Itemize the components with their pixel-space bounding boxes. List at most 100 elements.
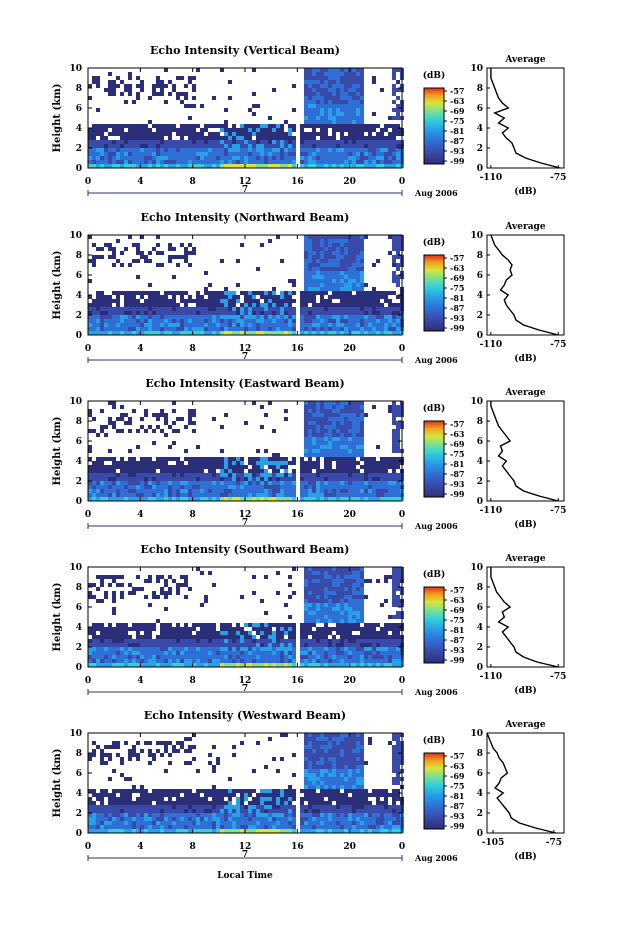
avg-y-tick-label: 4 bbox=[477, 457, 483, 467]
heatmap-cell bbox=[376, 140, 380, 144]
heatmap-cell bbox=[280, 497, 284, 501]
heatmap-cell bbox=[376, 639, 380, 643]
heatmap-cell bbox=[260, 663, 264, 667]
heatmap-cell bbox=[268, 128, 272, 132]
heatmap-cell bbox=[304, 243, 308, 247]
heatmap-cell bbox=[320, 283, 324, 287]
heatmap-cell bbox=[352, 489, 356, 493]
heatmap-cell bbox=[244, 148, 248, 152]
heatmap-cell bbox=[144, 128, 148, 132]
heatmap-cell bbox=[380, 132, 384, 136]
heatmap-cell bbox=[92, 635, 96, 639]
heatmap-cell bbox=[332, 611, 336, 615]
heatmap-cell bbox=[376, 643, 380, 647]
heatmap-cell bbox=[288, 291, 292, 295]
heatmap-cell bbox=[92, 583, 96, 587]
heatmap-cell bbox=[372, 663, 376, 667]
heatmap-cell bbox=[396, 485, 400, 489]
heatmap-cell bbox=[160, 623, 164, 627]
heatmap-cell bbox=[336, 497, 340, 501]
heatmap-cell bbox=[396, 80, 400, 84]
heatmap-cell bbox=[260, 307, 264, 311]
heatmap-cell bbox=[332, 92, 336, 96]
heatmap-cell bbox=[344, 485, 348, 489]
heatmap-cell bbox=[356, 259, 360, 263]
heatmap-cell bbox=[320, 76, 324, 80]
heatmap-cell bbox=[152, 152, 156, 156]
heatmap-cell bbox=[148, 489, 152, 493]
heatmap-cell bbox=[248, 140, 252, 144]
heatmap-cell bbox=[116, 156, 120, 160]
heatmap-cell bbox=[200, 307, 204, 311]
heatmap-cell bbox=[384, 643, 388, 647]
heatmap-cell bbox=[340, 579, 344, 583]
heatmap-cell bbox=[396, 128, 400, 132]
heatmap-cell bbox=[336, 405, 340, 409]
heatmap-cell bbox=[312, 449, 316, 453]
heatmap-cell bbox=[316, 457, 320, 461]
heatmap-cell bbox=[236, 295, 240, 299]
heatmap-cell bbox=[360, 643, 364, 647]
heatmap-cell bbox=[148, 315, 152, 319]
heatmap-cell bbox=[172, 639, 176, 643]
heatmap-cell bbox=[384, 477, 388, 481]
heatmap-cell bbox=[284, 327, 288, 331]
heatmap-cell bbox=[212, 307, 216, 311]
heatmap-cell bbox=[388, 132, 392, 136]
heatmap-cell bbox=[360, 92, 364, 96]
heatmap-cell bbox=[252, 303, 256, 307]
colorbar-tick-label: -75 bbox=[450, 449, 464, 459]
heatmap-cell bbox=[312, 128, 316, 132]
heatmap-cell bbox=[232, 299, 236, 303]
heatmap-cell bbox=[328, 124, 332, 128]
heatmap-cell bbox=[184, 477, 188, 481]
heatmap-cell bbox=[372, 659, 376, 663]
heatmap-cell bbox=[288, 663, 292, 667]
heatmap-cell bbox=[88, 477, 92, 481]
heatmap-cell bbox=[288, 307, 292, 311]
heatmap-cell bbox=[320, 152, 324, 156]
heatmap-cell bbox=[216, 140, 220, 144]
heatmap-cell bbox=[312, 120, 316, 124]
heatmap-cell bbox=[348, 627, 352, 631]
heatmap-cell bbox=[116, 623, 120, 627]
heatmap-cell bbox=[320, 643, 324, 647]
heatmap-cell bbox=[112, 647, 116, 651]
heatmap-cell bbox=[396, 659, 400, 663]
heatmap-cell bbox=[300, 489, 304, 493]
heatmap-cell bbox=[96, 575, 100, 579]
heatmap-cell bbox=[324, 132, 328, 136]
heatmap-cell bbox=[180, 160, 184, 164]
heatmap-cell bbox=[104, 481, 108, 485]
heatmap-cell bbox=[220, 68, 224, 72]
heatmap-cell bbox=[192, 124, 196, 128]
heatmap-cell bbox=[308, 235, 312, 239]
heatmap-cell bbox=[292, 477, 296, 481]
heatmap-cell bbox=[188, 461, 192, 465]
heatmap-cell bbox=[380, 315, 384, 319]
heatmap-cell bbox=[236, 651, 240, 655]
heatmap-cell bbox=[100, 477, 104, 481]
heatmap-cell bbox=[144, 124, 148, 128]
heatmap-cell bbox=[340, 251, 344, 255]
heatmap-cell bbox=[200, 473, 204, 477]
heatmap-cell bbox=[156, 575, 160, 579]
heatmap-cell bbox=[156, 579, 160, 583]
heatmap-cell bbox=[172, 465, 176, 469]
heatmap-cell bbox=[212, 627, 216, 631]
heatmap-cell bbox=[360, 489, 364, 493]
heatmap-cell bbox=[292, 631, 296, 635]
heatmap-cell bbox=[156, 639, 160, 643]
heatmap-cell bbox=[180, 461, 184, 465]
heatmap-cell bbox=[312, 303, 316, 307]
heatmap-cell bbox=[280, 164, 284, 168]
heatmap-cell bbox=[340, 307, 344, 311]
heatmap-cell bbox=[128, 331, 132, 335]
heatmap-cell bbox=[208, 473, 212, 477]
heatmap-cell bbox=[256, 267, 260, 271]
heatmap-cell bbox=[212, 323, 216, 327]
heatmap-cell bbox=[280, 477, 284, 481]
heatmap-cell bbox=[208, 327, 212, 331]
heatmap-cell bbox=[348, 247, 352, 251]
heatmap-cell bbox=[184, 319, 188, 323]
